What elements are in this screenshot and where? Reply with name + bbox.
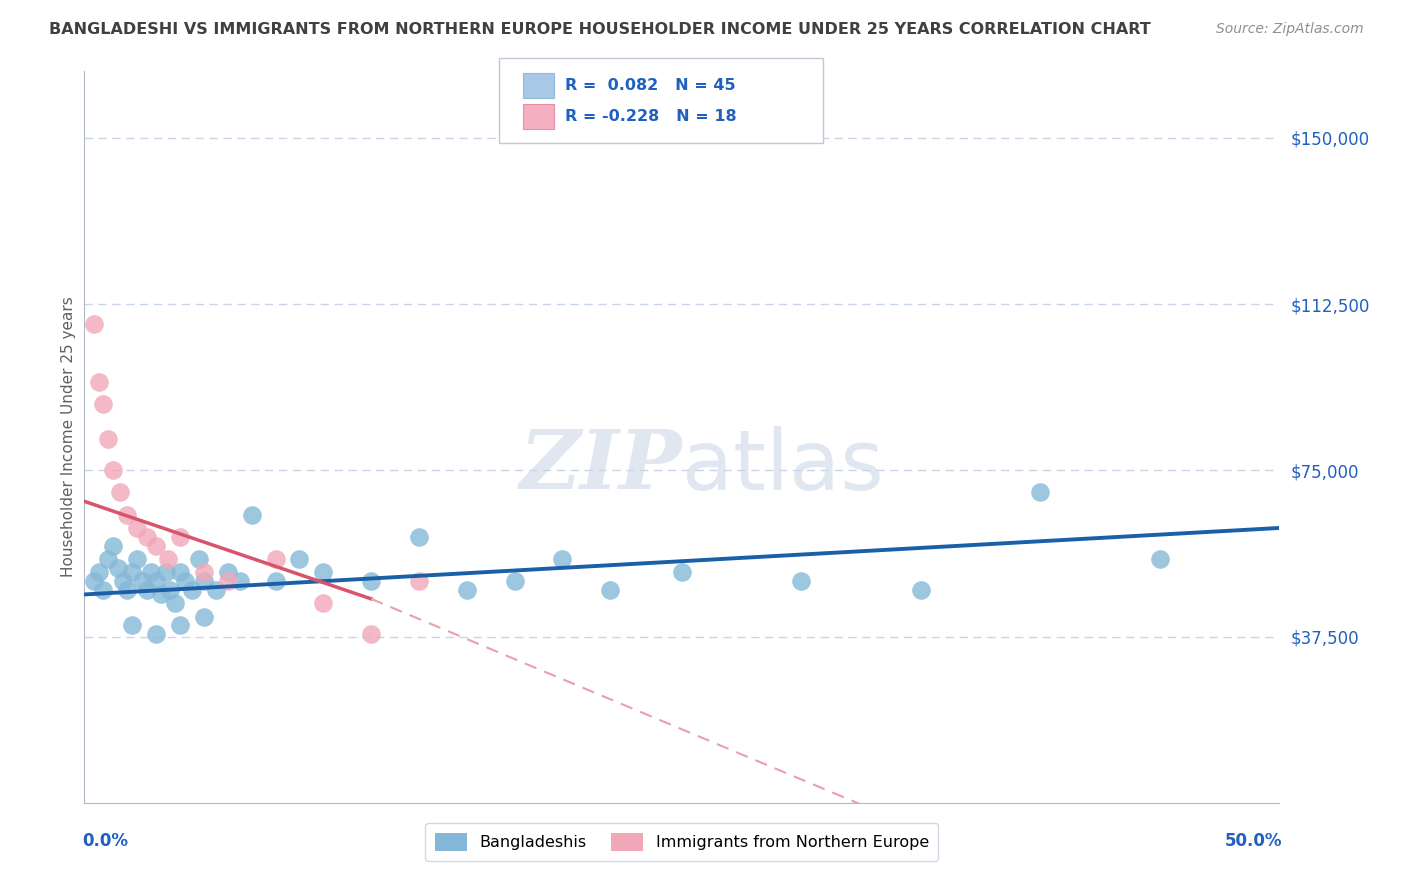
- Y-axis label: Householder Income Under 25 years: Householder Income Under 25 years: [60, 297, 76, 577]
- Point: [117, 508, 139, 522]
- Point: [503, 574, 526, 589]
- Point: [111, 574, 134, 589]
- Text: 50.0%: 50.0%: [1225, 832, 1282, 850]
- Point: [155, 566, 177, 580]
- Point: [217, 566, 239, 580]
- Point: [141, 566, 163, 580]
- Point: [165, 596, 187, 610]
- Point: [193, 609, 215, 624]
- Point: [97, 552, 120, 566]
- Point: [159, 582, 181, 597]
- Point: [205, 582, 228, 597]
- Point: [83, 574, 105, 589]
- Point: [121, 618, 143, 632]
- Point: [131, 574, 153, 589]
- Point: [149, 587, 172, 601]
- Point: [101, 539, 124, 553]
- Point: [264, 552, 287, 566]
- Point: [288, 552, 311, 566]
- Point: [408, 574, 430, 589]
- Point: [145, 627, 167, 641]
- Point: [93, 397, 115, 411]
- Point: [145, 574, 167, 589]
- Point: [101, 463, 124, 477]
- Point: [1149, 552, 1171, 566]
- Point: [169, 566, 191, 580]
- Point: [240, 508, 263, 522]
- Point: [181, 582, 204, 597]
- Point: [188, 552, 211, 566]
- Point: [360, 574, 382, 589]
- Point: [671, 566, 693, 580]
- Point: [312, 596, 335, 610]
- Point: [229, 574, 252, 589]
- Point: [93, 582, 115, 597]
- Legend: Bangladeshis, Immigrants from Northern Europe: Bangladeshis, Immigrants from Northern E…: [426, 823, 938, 861]
- Point: [121, 566, 143, 580]
- Point: [173, 574, 195, 589]
- Point: [135, 582, 157, 597]
- Point: [408, 530, 430, 544]
- Point: [312, 566, 335, 580]
- Point: [360, 627, 382, 641]
- Point: [551, 552, 574, 566]
- Point: [107, 561, 129, 575]
- Point: [193, 574, 215, 589]
- Point: [83, 317, 105, 331]
- Text: Source: ZipAtlas.com: Source: ZipAtlas.com: [1216, 22, 1364, 37]
- Point: [125, 521, 148, 535]
- Point: [193, 566, 215, 580]
- Text: 0.0%: 0.0%: [82, 832, 128, 850]
- Point: [110, 485, 132, 500]
- Point: [117, 582, 139, 597]
- Text: BANGLADESHI VS IMMIGRANTS FROM NORTHERN EUROPE HOUSEHOLDER INCOME UNDER 25 YEARS: BANGLADESHI VS IMMIGRANTS FROM NORTHERN …: [49, 22, 1152, 37]
- Point: [87, 375, 110, 389]
- Point: [145, 539, 167, 553]
- Point: [169, 618, 191, 632]
- Text: ZIP: ZIP: [519, 426, 682, 507]
- Point: [169, 530, 191, 544]
- Point: [910, 582, 932, 597]
- Point: [125, 552, 148, 566]
- Point: [97, 432, 120, 446]
- Point: [135, 530, 157, 544]
- Text: atlas: atlas: [682, 425, 883, 507]
- Point: [1029, 485, 1052, 500]
- Point: [790, 574, 813, 589]
- Point: [157, 552, 180, 566]
- Point: [264, 574, 287, 589]
- Point: [456, 582, 478, 597]
- Text: R =  0.082   N = 45: R = 0.082 N = 45: [565, 78, 735, 93]
- Text: R = -0.228   N = 18: R = -0.228 N = 18: [565, 110, 737, 124]
- Point: [599, 582, 621, 597]
- Point: [87, 566, 110, 580]
- Point: [217, 574, 239, 589]
